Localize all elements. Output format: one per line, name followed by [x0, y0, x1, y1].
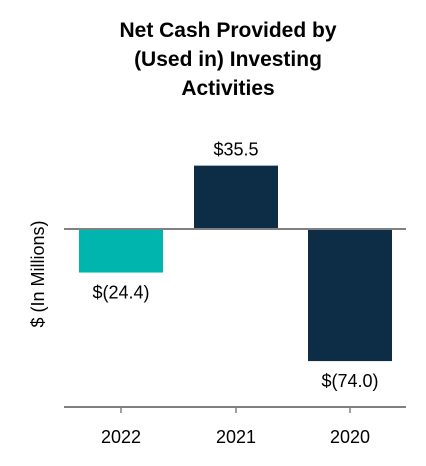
chart-title-line-1: Net Cash Provided by	[119, 19, 337, 42]
data-label-2022: $(24.4)	[92, 283, 149, 303]
x-tick-label-2020: 2020	[330, 427, 370, 447]
ticks-layer: 2022 2021 2020	[101, 407, 370, 447]
bars-layer	[79, 165, 392, 362]
chart-title-line-2: (Used in) Investing	[134, 48, 322, 71]
chart-title-line-3: Activities	[181, 77, 275, 100]
data-label-2021: $35.5	[213, 140, 258, 160]
y-axis-label: $ (In Millions)	[28, 220, 48, 327]
data-labels-layer: $(24.4) $35.5 $(74.0)	[92, 140, 378, 391]
bar-2022	[79, 229, 163, 273]
bar-2021	[194, 165, 278, 229]
data-label-2020: $(74.0)	[321, 371, 378, 391]
x-tick-label-2022: 2022	[101, 427, 141, 447]
chart-title: Net Cash Provided by (Used in) Investing…	[58, 16, 398, 103]
x-tick-label-2021: 2021	[216, 427, 256, 447]
bar-2020	[308, 229, 392, 362]
